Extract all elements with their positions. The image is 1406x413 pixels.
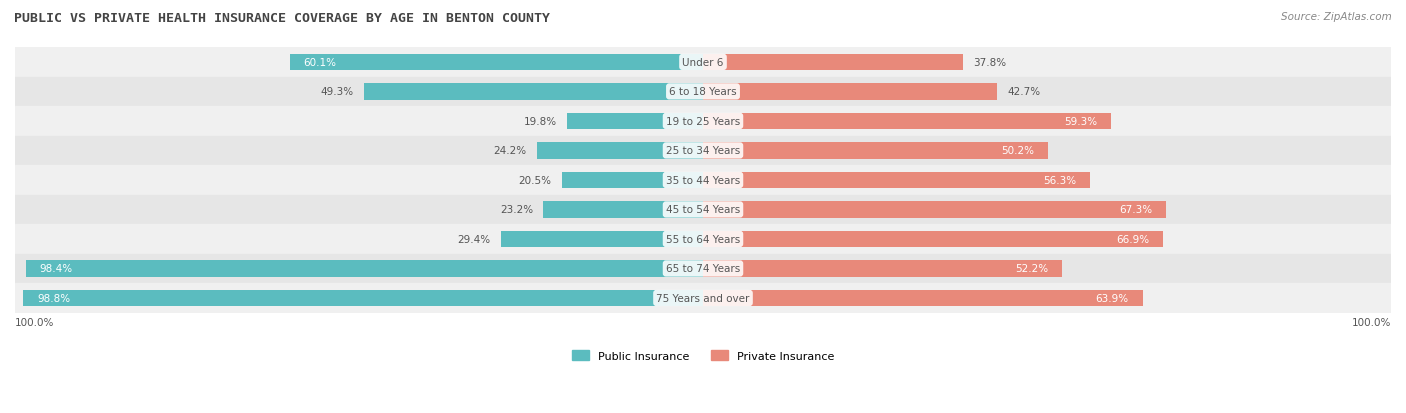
- Bar: [290, 55, 703, 71]
- Text: 45 to 54 Years: 45 to 54 Years: [666, 205, 740, 215]
- Bar: [703, 143, 1049, 159]
- Bar: [25, 261, 703, 277]
- Text: 37.8%: 37.8%: [973, 58, 1007, 68]
- Text: 56.3%: 56.3%: [1043, 176, 1077, 185]
- Text: 59.3%: 59.3%: [1064, 116, 1097, 127]
- Text: 19.8%: 19.8%: [523, 116, 557, 127]
- Text: PUBLIC VS PRIVATE HEALTH INSURANCE COVERAGE BY AGE IN BENTON COUNTY: PUBLIC VS PRIVATE HEALTH INSURANCE COVER…: [14, 12, 550, 25]
- Bar: [15, 48, 1391, 78]
- Bar: [15, 225, 1391, 254]
- Text: 63.9%: 63.9%: [1095, 293, 1129, 303]
- Text: 66.9%: 66.9%: [1116, 235, 1150, 244]
- Bar: [567, 114, 703, 130]
- Text: 52.2%: 52.2%: [1015, 264, 1049, 274]
- Bar: [703, 55, 963, 71]
- Text: 98.4%: 98.4%: [39, 264, 73, 274]
- Bar: [703, 290, 1143, 306]
- Bar: [703, 231, 1163, 247]
- Bar: [15, 254, 1391, 284]
- Bar: [703, 202, 1166, 218]
- Text: 67.3%: 67.3%: [1119, 205, 1153, 215]
- Text: 50.2%: 50.2%: [1001, 146, 1035, 156]
- Bar: [501, 231, 703, 247]
- Legend: Public Insurance, Private Insurance: Public Insurance, Private Insurance: [568, 346, 838, 366]
- Text: 25 to 34 Years: 25 to 34 Years: [666, 146, 740, 156]
- Bar: [543, 202, 703, 218]
- Bar: [15, 78, 1391, 107]
- Bar: [703, 172, 1090, 189]
- Text: 100.0%: 100.0%: [1351, 317, 1391, 328]
- Text: 49.3%: 49.3%: [321, 87, 353, 97]
- Text: 42.7%: 42.7%: [1007, 87, 1040, 97]
- Text: Under 6: Under 6: [682, 58, 724, 68]
- Bar: [364, 84, 703, 100]
- Text: 19 to 25 Years: 19 to 25 Years: [666, 116, 740, 127]
- Text: 75 Years and over: 75 Years and over: [657, 293, 749, 303]
- Bar: [703, 84, 997, 100]
- Bar: [24, 290, 703, 306]
- Bar: [15, 136, 1391, 166]
- Bar: [562, 172, 703, 189]
- Text: 100.0%: 100.0%: [15, 317, 55, 328]
- Text: 60.1%: 60.1%: [304, 58, 336, 68]
- Text: 20.5%: 20.5%: [519, 176, 551, 185]
- Bar: [537, 143, 703, 159]
- Text: 24.2%: 24.2%: [494, 146, 526, 156]
- Bar: [703, 261, 1062, 277]
- Text: 98.8%: 98.8%: [37, 293, 70, 303]
- Text: 55 to 64 Years: 55 to 64 Years: [666, 235, 740, 244]
- Bar: [15, 107, 1391, 136]
- Text: 6 to 18 Years: 6 to 18 Years: [669, 87, 737, 97]
- Bar: [15, 284, 1391, 313]
- Text: 65 to 74 Years: 65 to 74 Years: [666, 264, 740, 274]
- Text: 23.2%: 23.2%: [501, 205, 533, 215]
- Text: 35 to 44 Years: 35 to 44 Years: [666, 176, 740, 185]
- Text: 29.4%: 29.4%: [457, 235, 491, 244]
- Bar: [703, 114, 1111, 130]
- Text: Source: ZipAtlas.com: Source: ZipAtlas.com: [1281, 12, 1392, 22]
- Bar: [15, 195, 1391, 225]
- Bar: [15, 166, 1391, 195]
